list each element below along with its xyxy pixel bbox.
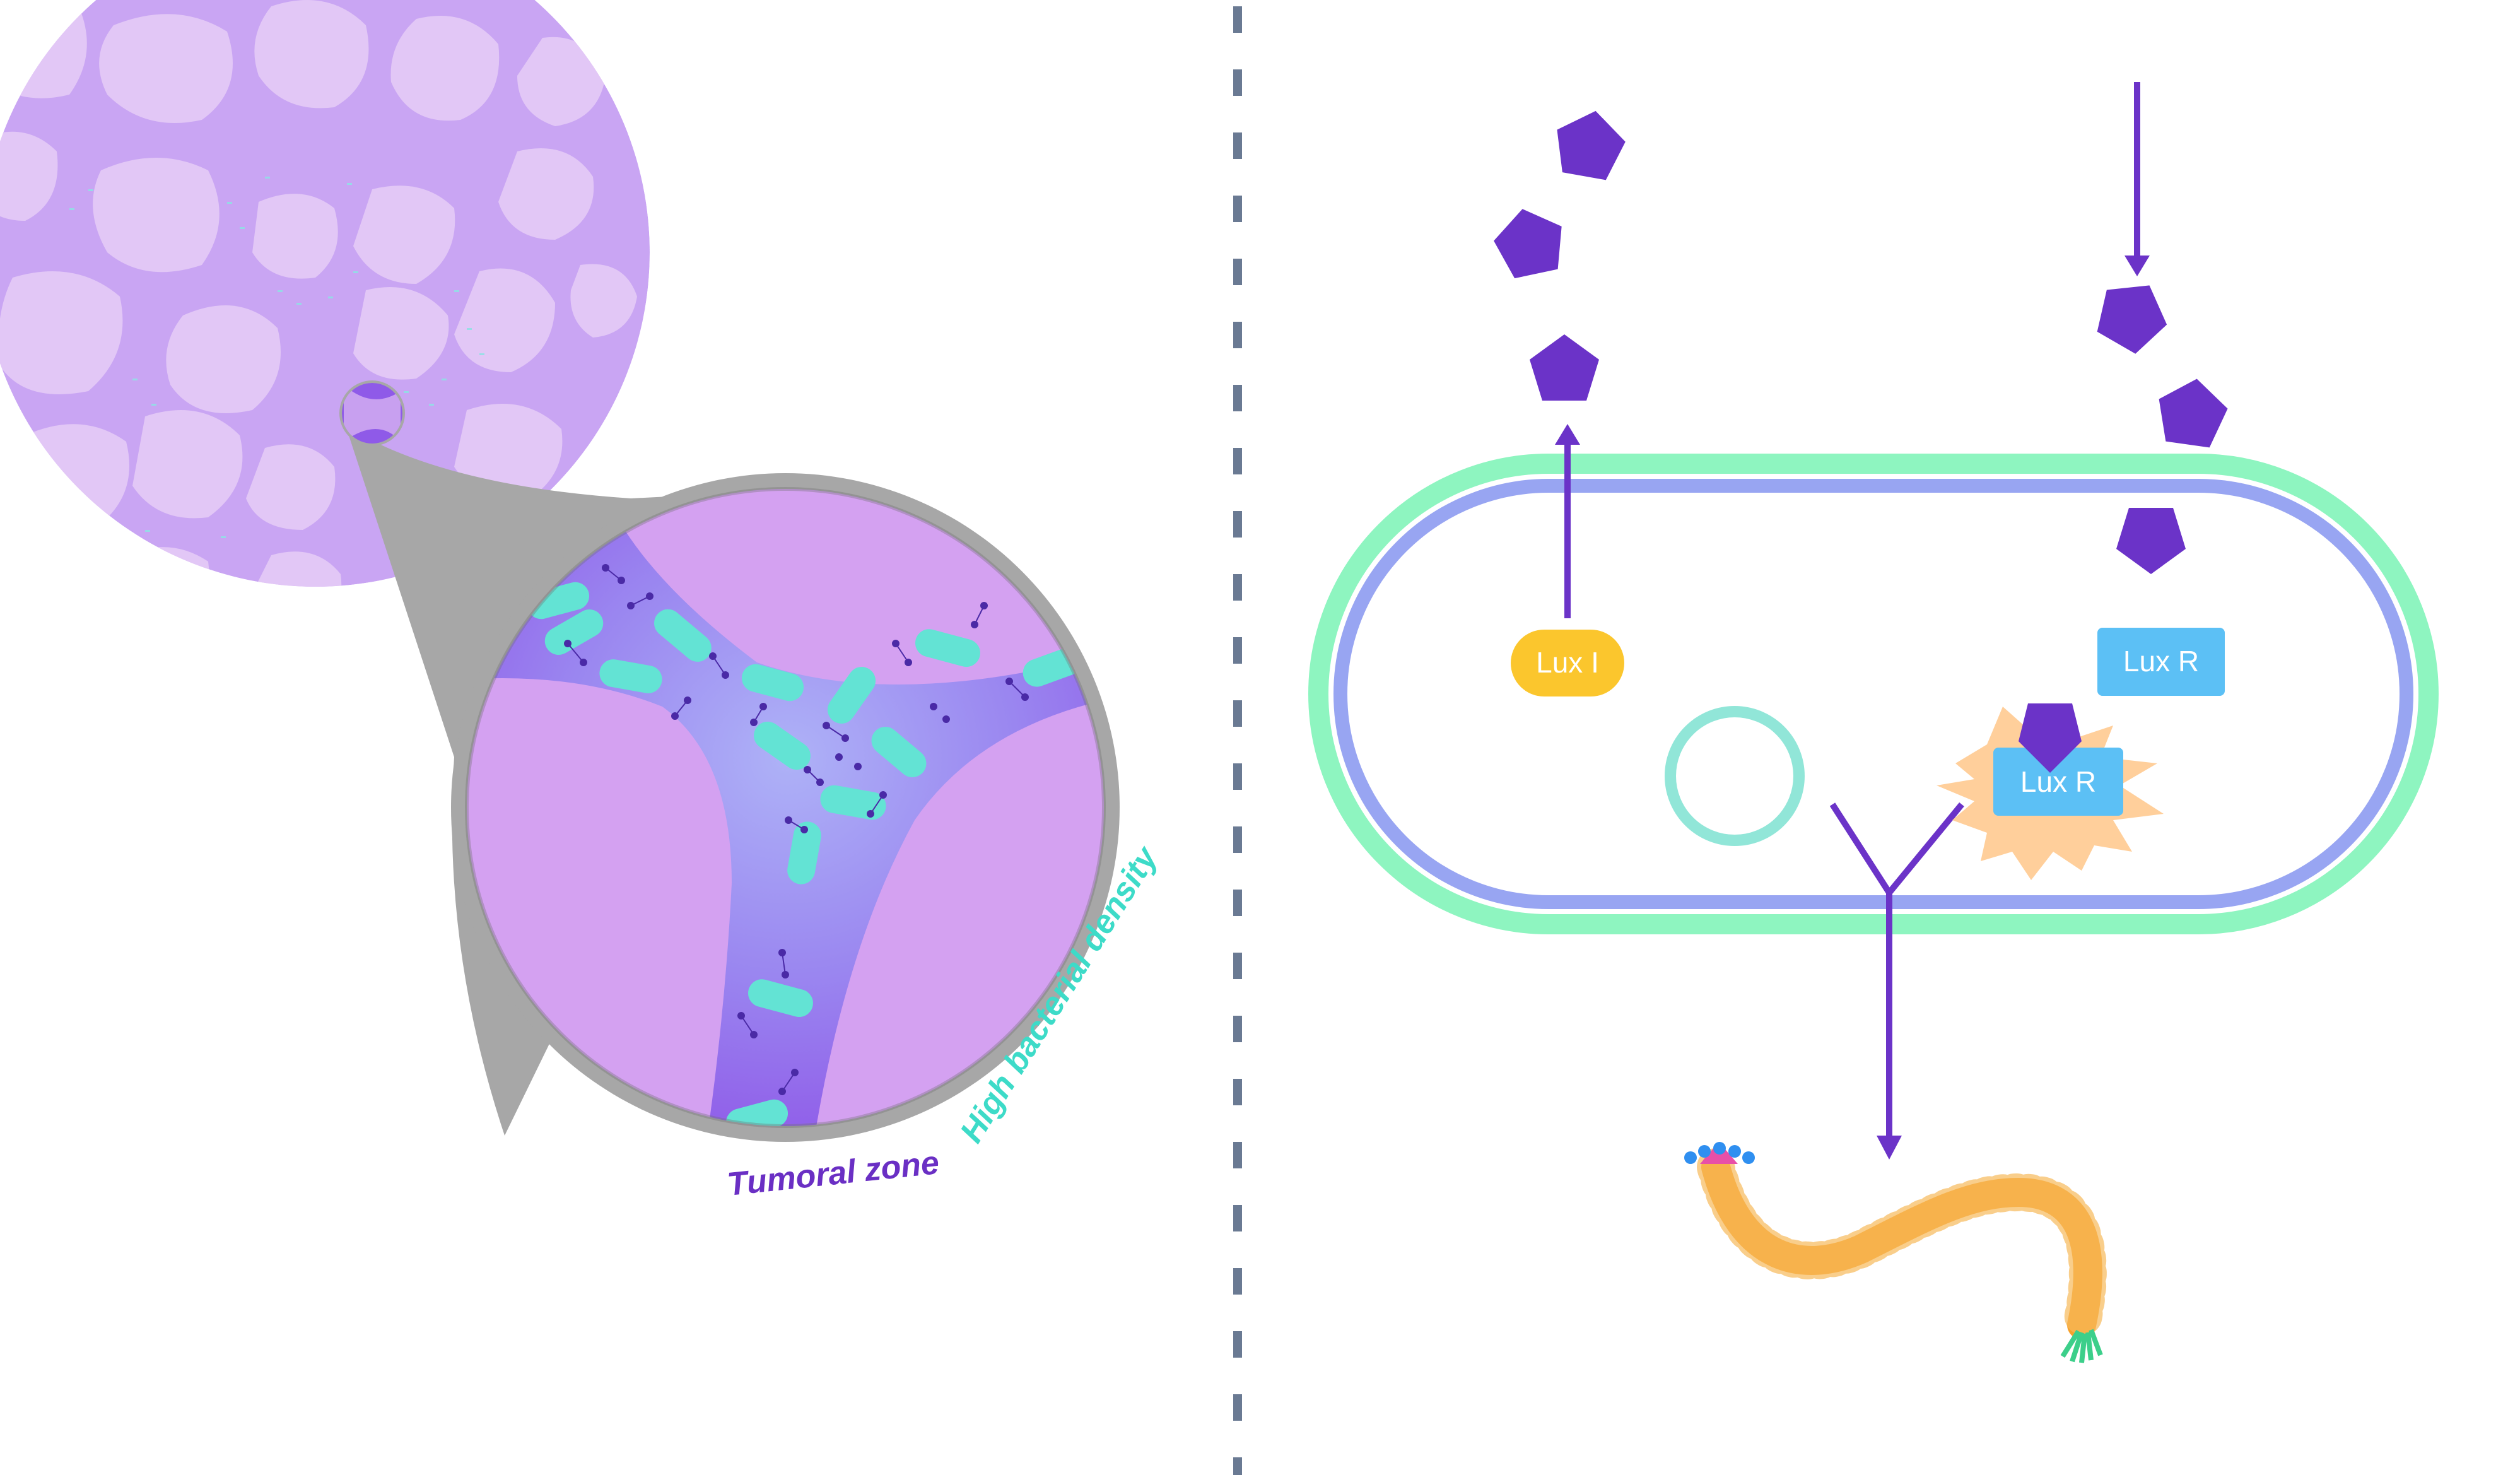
bacterium [915, 629, 980, 667]
outer-membrane [1308, 454, 2439, 934]
bacterium [827, 667, 876, 724]
autoinducer-signal [1557, 110, 1626, 180]
autoinducer-signal [1530, 334, 1599, 401]
receptor-y [1829, 802, 1964, 898]
bacterium [544, 609, 604, 655]
bacterium [754, 721, 811, 770]
magnified-spot [342, 383, 402, 444]
bacterium [787, 821, 821, 884]
arrows [1555, 82, 2150, 1160]
lux-i-label: Lux I [1536, 646, 1599, 679]
protein-tail [2060, 1329, 2103, 1363]
expressed-protein [1684, 1142, 2107, 1363]
bacteria-colony [527, 582, 1084, 1126]
caption-tumoral-text: Tumoral zone [725, 1144, 941, 1203]
lux-r-receptor: Lux R [2097, 628, 2225, 696]
inner-membrane [1333, 479, 2413, 909]
bacterium [748, 979, 813, 1018]
tumor-cells [0, 0, 637, 587]
autoinducer-signal [2159, 379, 2228, 448]
lux-r-label: Lux R [2123, 645, 2199, 678]
autoinducer-signal [2097, 285, 2167, 354]
lux-r-bound-complex: Lux R [1937, 703, 2164, 880]
plasmid-ring [1665, 706, 1805, 846]
autoinducer-signal [2116, 508, 2186, 574]
bacterial-cell [1308, 454, 2439, 934]
bacterium [741, 664, 804, 702]
bacteria-specks [69, 177, 484, 538]
bacterium [599, 659, 662, 693]
caption-tumoral-zone: Tumoral zone [725, 1144, 941, 1203]
lux-i-protein: Lux I [1511, 630, 1624, 696]
autoinducer-pentagons [1494, 110, 2228, 574]
autoinducer-signal [1494, 209, 1562, 279]
bacterium [725, 1099, 788, 1126]
protein-head [1684, 1142, 1755, 1164]
bacterium [871, 727, 927, 777]
bound-autoinducer [2019, 703, 2082, 773]
tumor-tissue [0, 0, 650, 587]
bacterium [654, 609, 712, 662]
lux-r-bound-label: Lux R [2020, 765, 2096, 798]
autoinducer-molecules [564, 564, 1029, 1095]
